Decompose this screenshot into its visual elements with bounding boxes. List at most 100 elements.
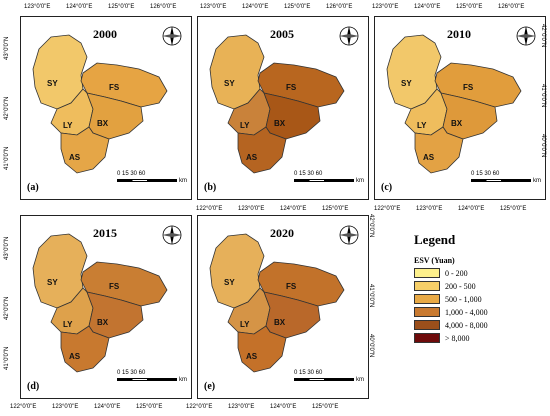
- region-as: [237, 325, 287, 373]
- legend: Legend ESV (Yuan) 0 - 200 200 - 500 500 - …: [392, 232, 542, 382]
- region-label-sy: SY: [224, 278, 235, 287]
- legend-swatch: [414, 333, 440, 343]
- axis-tick-label: 42°0'0"N: [4, 296, 10, 320]
- scale-bar: 0 15 30 60 km: [294, 171, 366, 189]
- map-panel-2015: 2015 (d) SY FS LY BX AS 0 15 30 60 km: [20, 215, 192, 399]
- region-label-ly: LY: [417, 121, 427, 130]
- region-label-ly: LY: [63, 320, 73, 329]
- region-label-ly: LY: [63, 121, 73, 130]
- axis-tick-label: 122°0'0"E: [10, 404, 37, 410]
- panel-label: (c): [381, 182, 393, 193]
- axis-tick-label: 43°0'0"N: [4, 236, 10, 260]
- scale-ticks: 0 15 30 60: [294, 370, 323, 376]
- scale-ticks: 0 15 30 60: [294, 171, 323, 177]
- axis-tick-label: 123°0'0"E: [24, 4, 51, 10]
- axis-tick-label: 122°0'0"E: [186, 404, 213, 410]
- legend-swatch: [414, 281, 440, 291]
- region-label-as: AS: [69, 153, 81, 162]
- legend-item: > 8,000: [414, 333, 542, 343]
- axis-tick-label: 123°0'0"E: [372, 4, 399, 10]
- legend-label: 4,000 - 8,000: [445, 320, 488, 330]
- panel-label: (d): [27, 381, 40, 392]
- region-label-bx: BX: [97, 119, 109, 128]
- map-graphic: [209, 34, 345, 174]
- scale-unit: km: [356, 377, 364, 383]
- axis-tick-label: 123°0'0"E: [416, 206, 443, 212]
- axis-tick-label: 124°0'0"E: [242, 4, 269, 10]
- legend-swatch: [414, 294, 440, 304]
- legend-item: 1,000 - 4,000: [414, 307, 542, 317]
- region-label-as: AS: [246, 352, 258, 361]
- region-label-sy: SY: [224, 79, 235, 88]
- region-as: [414, 126, 464, 174]
- legend-swatch: [414, 320, 440, 330]
- axis-tick-label: 123°0'0"E: [228, 404, 255, 410]
- axis-tick-label: 41°0'0"N: [4, 346, 10, 370]
- region-label-sy: SY: [47, 278, 58, 287]
- axis-tick-label: 124°0'0"E: [414, 4, 441, 10]
- axis-tick-label: 124°0'0"E: [458, 206, 485, 212]
- region-label-fs: FS: [286, 282, 297, 291]
- map-graphic: [386, 34, 522, 174]
- map-graphic: [32, 34, 168, 174]
- axis-tick-label: 42°0'0"N: [368, 214, 374, 238]
- scale-bar-graphic: [117, 179, 177, 182]
- map-panel-2010: 2010 (c) SY FS LY BX AS 0 15 30 60 km: [374, 16, 546, 200]
- panel-year: 2005: [270, 27, 294, 41]
- axis-tick-label: 40°0'0"N: [540, 134, 546, 158]
- axis-tick-label: 125°0'0"E: [136, 404, 163, 410]
- axis-tick-label: 126°0'0"E: [150, 4, 177, 10]
- region-label-sy: SY: [401, 79, 412, 88]
- legend-title: Legend: [414, 232, 456, 247]
- scale-bar: 0 15 30 60 km: [294, 370, 366, 388]
- axis-tick-label: 125°0'0"E: [500, 206, 527, 212]
- axis-tick-label: 124°0'0"E: [280, 206, 307, 212]
- legend-swatch: [414, 268, 440, 278]
- region-label-bx: BX: [274, 119, 286, 128]
- legend-swatch: [414, 307, 440, 317]
- axis-tick-label: 126°0'0"E: [498, 4, 525, 10]
- axis-tick-label: 125°0'0"E: [322, 206, 349, 212]
- axis-tick-label: 41°0'0"N: [540, 84, 546, 108]
- legend-item: 200 - 500: [414, 281, 542, 291]
- axis-tick-label: 42°0'0"N: [4, 96, 10, 120]
- region-bx: [440, 92, 498, 140]
- compass-icon: [161, 224, 183, 246]
- scale-unit: km: [533, 178, 541, 184]
- legend-item: 500 - 1,000: [414, 294, 542, 304]
- legend-item: 0 - 200: [414, 268, 542, 278]
- axis-tick-label: 41°0'0"N: [368, 284, 374, 308]
- map-graphic: [32, 233, 168, 373]
- legend-item: 4,000 - 8,000: [414, 320, 542, 330]
- panel-year: 2015: [93, 226, 117, 240]
- region-label-bx: BX: [97, 318, 109, 327]
- axis-tick-label: 124°0'0"E: [270, 404, 297, 410]
- scale-unit: km: [179, 178, 187, 184]
- axis-tick-label: 125°0'0"E: [312, 404, 339, 410]
- legend-label: 200 - 500: [445, 281, 476, 291]
- panel-label: (e): [204, 381, 216, 392]
- compass-icon: [515, 25, 537, 47]
- region-label-as: AS: [423, 153, 435, 162]
- axis-tick-label: 124°0'0"E: [94, 404, 121, 410]
- axis-tick-label: 125°0'0"E: [456, 4, 483, 10]
- region-label-as: AS: [246, 153, 258, 162]
- legend-subtitle: ESV (Yuan): [414, 256, 455, 265]
- scale-bar-graphic: [294, 179, 354, 182]
- region-label-fs: FS: [109, 83, 120, 92]
- axis-tick-label: 125°0'0"E: [108, 4, 135, 10]
- panel-year: 2010: [447, 27, 471, 41]
- region-as: [60, 126, 110, 174]
- panel-label: (b): [204, 182, 217, 193]
- scale-bar-graphic: [294, 378, 354, 381]
- axis-tick-label: 124°0'0"E: [66, 4, 93, 10]
- scale-ticks: 0 15 30 60: [117, 171, 146, 177]
- scale-ticks: 0 15 30 60: [117, 370, 146, 376]
- compass-icon: [161, 25, 183, 47]
- scale-bar: 0 15 30 60 km: [117, 171, 189, 189]
- scale-unit: km: [356, 178, 364, 184]
- axis-tick-label: 40°0'0"N: [368, 334, 374, 358]
- axis-tick-label: 126°0'0"E: [326, 4, 353, 10]
- legend-label: 0 - 200: [445, 268, 468, 278]
- legend-label: 500 - 1,000: [445, 294, 482, 304]
